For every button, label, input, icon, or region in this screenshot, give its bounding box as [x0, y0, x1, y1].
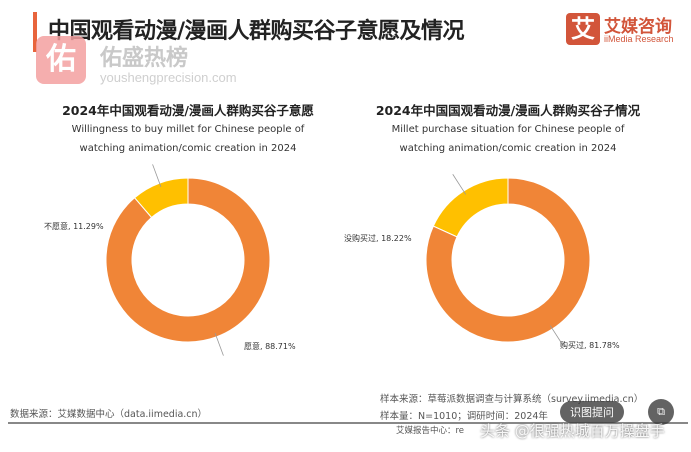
image-edit-icon[interactable]: ⧉ [648, 399, 674, 425]
page-title: 中国观看动漫/漫画人群购买谷子意愿及情况 [48, 19, 465, 44]
chart-2-label-no: 没购买过, 18.22% [344, 234, 412, 243]
chart-1-label-no: 不愿意, 11.29% [44, 222, 104, 231]
sample-source: 样本来源：草莓派数据调查与计算系统（survey.iimedia.cn） [380, 394, 644, 405]
overlay-watermark: 头条 @很强热城百万操盘手 [480, 422, 665, 440]
report-center: 艾媒报告中心：re [396, 426, 465, 436]
chart-2-title: 2024年中国国观看动漫/漫画人群购买谷子情况 [375, 103, 641, 118]
brand-name-en: iiMedia Research [604, 34, 674, 44]
watermark-name: 佑盛热榜 [100, 46, 189, 71]
ask-image-button[interactable]: 识图提问 [560, 401, 624, 423]
chart-1-title: 2024年中国观看动漫/漫画人群购买谷子意愿 [62, 103, 314, 118]
chart-2-leader-没购买过 [452, 174, 467, 195]
chart-1-leader-愿意 [214, 333, 224, 356]
chart-1-leader-不愿意 [152, 164, 162, 187]
chart-1-subtitle-2: watching animation/comic creation in 202… [79, 143, 297, 154]
watermark-url: youshengprecision.com [100, 70, 237, 85]
chart-2-slice-没购买过 [432, 177, 509, 238]
chart-1-subtitle-1: Willingness to buy millet for Chinese pe… [71, 124, 305, 135]
watermark-logo: 佑 [36, 36, 86, 84]
chart-2-subtitle-1: Millet purchase situation for Chinese pe… [391, 124, 625, 135]
title-accent-bar [33, 12, 37, 52]
footer-divider [8, 422, 688, 424]
brand-name: 艾媒咨询 [604, 17, 672, 37]
chart-2-label-yes: 购买过, 81.78% [560, 341, 620, 350]
chart-2-leader-购买过 [549, 325, 564, 346]
data-source: 数据来源：艾媒数据中心（data.iimedia.cn） [10, 409, 208, 420]
chart-2-subtitle-2: watching animation/comic creation in 202… [399, 143, 617, 154]
chart-1-slice-愿意 [105, 177, 271, 343]
chart-2-slice-购买过 [425, 177, 591, 343]
chart-1-label-yes: 愿意, 88.71% [244, 342, 296, 351]
brand-logo: 艾 [566, 13, 600, 45]
sample-size: 样本量：N=1010；调研时间：2024年 [380, 411, 548, 422]
